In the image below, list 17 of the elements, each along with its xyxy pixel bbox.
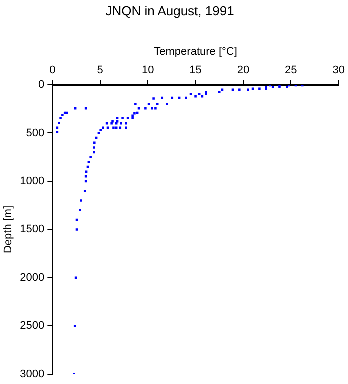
chart-title: JNQN in August, 1991 (106, 3, 234, 18)
y-tick-label: 0 (38, 79, 45, 92)
x-tick-label: 15 (190, 64, 202, 76)
y-tick-label: 1500 (20, 224, 45, 236)
x-tick-label: 0 (50, 64, 56, 76)
y-axis-title: Depth [m] (2, 206, 15, 254)
x-tick-label: 5 (97, 64, 104, 76)
y-tick-label: 1000 (20, 176, 45, 188)
x-tick-label: 20 (237, 64, 250, 76)
y-tick-label: 2500 (20, 320, 45, 332)
y-tick-label: 500 (26, 127, 45, 140)
x-tick-label: 10 (142, 64, 154, 76)
x-axis-title: Temperature [°C] (154, 46, 238, 58)
x-tick-label: 30 (332, 64, 346, 76)
x-tick-label: 25 (285, 64, 298, 76)
y-tick-label: 2000 (20, 272, 45, 284)
y-tick-label: 3000 (20, 368, 45, 380)
